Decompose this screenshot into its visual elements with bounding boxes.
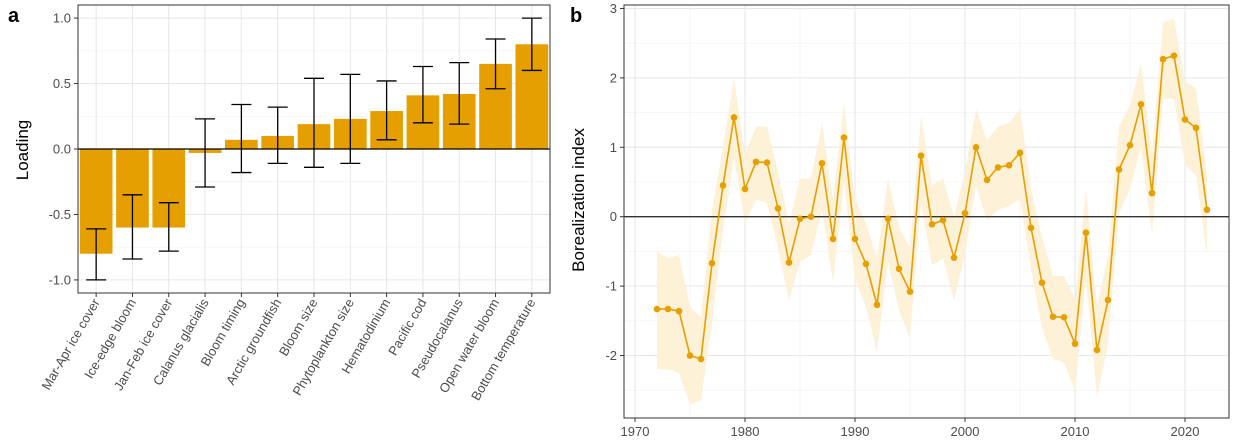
panel-b-point xyxy=(1170,52,1178,59)
panel-b-point xyxy=(763,159,771,166)
panel-a-y-tick-label: 0.0 xyxy=(53,142,71,157)
panel-a: a Loading -1.0 -0.5 0.0 0.5 1.0 Mar-Apr ice … xyxy=(8,4,551,403)
panel-b-point xyxy=(741,185,749,193)
panel-b-y-tick-label: -2 xyxy=(605,348,617,363)
panel-b-x-tick-label: 2010 xyxy=(1061,424,1090,439)
panel-a-y-ticks: -1.0 -0.5 0.0 0.5 1.0 xyxy=(49,11,78,287)
panel-b-point xyxy=(961,209,969,217)
panel-b-x-tick-label: 1990 xyxy=(841,424,870,439)
panel-a-y-axis-title: Loading xyxy=(13,120,32,181)
panel-b-x-tick-label: 2000 xyxy=(951,424,980,439)
panel-b-point xyxy=(1148,189,1156,197)
panel-b-point xyxy=(1016,149,1024,157)
panel-b-point xyxy=(1082,229,1090,236)
panel-b-point xyxy=(719,182,727,189)
panel-b-x-ticks: 1970 1980 1990 2000 2010 2020 xyxy=(621,418,1200,439)
panel-b-point xyxy=(939,216,947,224)
panel-b-point xyxy=(818,159,826,167)
panel-b-point xyxy=(653,305,661,313)
panel-b-point xyxy=(1137,100,1145,108)
panel-b-frame xyxy=(623,4,1230,419)
panel-b-y-tick-label: 3 xyxy=(610,1,617,16)
panel-b-point xyxy=(730,114,738,121)
panel-b-y-tick-label: 2 xyxy=(610,70,617,85)
panel-b-point xyxy=(1027,224,1035,232)
panel-a-y-tick-label: 1.0 xyxy=(53,11,71,26)
panel-b-point xyxy=(807,213,815,221)
panel-b-point xyxy=(675,307,683,315)
panel-b-point xyxy=(1049,313,1057,320)
panel-b-point xyxy=(686,352,694,359)
panel-b-y-axis-title: Borealization index xyxy=(569,128,588,272)
panel-b-point xyxy=(840,134,848,141)
panel-a-y-tick-label: -1.0 xyxy=(49,272,71,287)
panel-b-point xyxy=(994,164,1002,171)
panel-b-y-tick-label: -1 xyxy=(605,279,617,294)
panel-b-y-ticks: -2 -1 0 1 2 3 xyxy=(605,1,624,363)
panel-b-point xyxy=(697,355,705,363)
panel-b-point xyxy=(1203,206,1211,214)
panel-b-y-tick-label: 1 xyxy=(610,140,617,155)
panel-b-y-tick-label: 0 xyxy=(610,209,617,224)
panel-b-point xyxy=(1038,279,1046,286)
panel-b-point xyxy=(862,260,870,268)
panel-b-point xyxy=(972,143,980,151)
panel-b-point xyxy=(664,305,672,313)
panel-b-point xyxy=(895,265,903,273)
panel-b-point xyxy=(752,158,760,166)
panel-a-y-tick-label: 0.5 xyxy=(53,76,71,91)
panel-b-point xyxy=(950,254,958,261)
panel-b-point xyxy=(983,176,991,184)
panel-b-point xyxy=(906,288,914,295)
panel-b-point xyxy=(917,152,925,159)
panel-b-x-tick-label: 1970 xyxy=(621,424,650,439)
panel-b-point xyxy=(1071,340,1079,348)
panel-b-confidence-band xyxy=(657,18,1207,405)
panel-b-point xyxy=(928,221,936,228)
panel-b-point xyxy=(796,215,804,223)
panel-b-point xyxy=(1159,55,1167,63)
panel-a-error-bars xyxy=(86,17,542,281)
panel-b-point xyxy=(774,205,782,212)
panel-b-point xyxy=(1192,124,1200,132)
panel-b-point xyxy=(1115,166,1123,173)
panel-a-y-tick-label: -0.5 xyxy=(49,207,71,222)
panel-b-point xyxy=(884,215,892,223)
panel-b-point xyxy=(708,259,716,267)
panel-b-point xyxy=(1181,116,1189,123)
panel-b-point xyxy=(1126,141,1134,149)
panel-b-point xyxy=(1005,162,1013,169)
panel-b-point xyxy=(829,235,837,243)
panel-b-points xyxy=(653,52,1211,363)
panel-b-point xyxy=(1060,314,1068,321)
panel-b-point xyxy=(1104,296,1112,304)
panel-b-point xyxy=(873,301,881,309)
panel-a-x-tick-label: Bottom temperature xyxy=(468,296,538,403)
panel-b-x-tick-label: 2020 xyxy=(1171,424,1200,439)
panel-a-label: a xyxy=(8,5,20,27)
panel-b-point xyxy=(785,259,793,266)
panel-b-point xyxy=(1093,346,1101,354)
panel-b-label: b xyxy=(570,5,582,27)
panel-b-point xyxy=(851,235,859,243)
panel-b-x-tick-label: 1980 xyxy=(731,424,760,439)
